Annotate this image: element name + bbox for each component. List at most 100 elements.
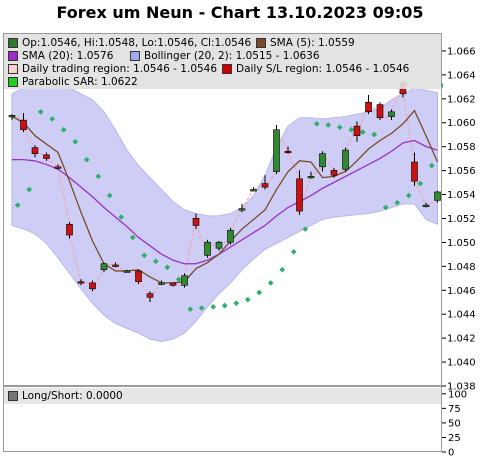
sar-point xyxy=(394,199,401,206)
trading-region-link xyxy=(92,269,105,290)
candle-body xyxy=(330,170,338,176)
sma5-line xyxy=(11,109,439,284)
candle-body xyxy=(112,264,119,267)
candle-body xyxy=(31,147,39,154)
candle-body xyxy=(66,223,73,236)
legend-parabolic-sar: Parabolic SAR: 1.0622 xyxy=(8,76,138,88)
y-tick-label: 1.048 xyxy=(447,262,476,273)
sar-point xyxy=(417,180,424,187)
candle-body xyxy=(77,281,85,284)
candle-body xyxy=(296,178,303,212)
legend-swatch xyxy=(256,38,266,48)
trading-region-link xyxy=(425,199,438,206)
candle-body xyxy=(261,183,269,188)
y-tick-label: 1.056 xyxy=(447,166,476,177)
price-chart xyxy=(3,33,443,386)
candle-body xyxy=(422,204,430,207)
candle-body xyxy=(204,241,211,256)
candle-body xyxy=(284,150,292,154)
sar-point xyxy=(83,156,90,163)
sar-point xyxy=(382,204,389,211)
sar-point xyxy=(152,258,159,265)
sar-point xyxy=(313,120,320,127)
trading-region-link xyxy=(115,265,128,272)
candle-body xyxy=(342,149,349,170)
legend-sma20: SMA (20): 1.0576 xyxy=(8,50,113,62)
candle-body xyxy=(89,282,96,290)
trading-region-link xyxy=(264,171,277,188)
candle-body xyxy=(158,282,165,285)
sma20-line xyxy=(12,139,438,265)
legend-swatch xyxy=(8,51,18,61)
trading-region-link xyxy=(414,180,427,206)
trading-region-link xyxy=(138,281,151,295)
sar-point xyxy=(187,306,194,313)
candle-body xyxy=(43,154,50,159)
sar-point xyxy=(348,126,355,133)
ls-tick-label: 75 xyxy=(448,404,461,415)
sar-point xyxy=(60,126,67,133)
legend-label: SMA (5): 1.0559 xyxy=(270,37,355,49)
candle-body xyxy=(227,229,234,243)
trading-region-link xyxy=(241,189,254,209)
sar-point xyxy=(210,303,217,310)
sar-point xyxy=(198,305,205,311)
ls-tick-label: 25 xyxy=(448,433,461,444)
candle-body xyxy=(215,241,223,249)
trading-region-link xyxy=(57,167,70,225)
trading-region-link xyxy=(322,153,335,171)
y-tick-label: 1.064 xyxy=(447,70,476,81)
sar-point xyxy=(290,248,297,255)
sar-point xyxy=(26,186,33,193)
legend-label: Long/Short: 0.0000 xyxy=(22,390,123,402)
sar-point xyxy=(72,138,79,145)
candle-body xyxy=(100,263,108,271)
price-chart-svg xyxy=(8,80,443,343)
candle-body xyxy=(307,176,315,179)
trading-region-link xyxy=(310,166,323,177)
sar-point xyxy=(221,302,228,309)
sar-point xyxy=(325,122,332,128)
legend-label: Daily S/L region: 1.0546 - 1.0546 xyxy=(236,63,410,75)
sar-point xyxy=(256,289,263,296)
legend-swatch xyxy=(8,38,18,48)
legend-label: SMA (20): 1.0576 xyxy=(22,50,114,62)
candle-body xyxy=(135,270,142,282)
candle-body xyxy=(169,282,177,286)
long-short-legend: Long/Short: 0.0000 xyxy=(4,388,441,404)
trading-region-link xyxy=(46,158,59,168)
trading-region-link xyxy=(69,234,82,282)
y-tick-label: 1.044 xyxy=(447,310,476,321)
price-axis: 1.066 1.064 1.062 1.060 1.058 1.056 1.054 1.052… xyxy=(442,46,476,393)
candle-body xyxy=(192,217,200,226)
legend-swatch xyxy=(130,51,140,61)
y-tick-label: 1.058 xyxy=(447,142,476,153)
sar-point xyxy=(405,192,412,199)
candle-body xyxy=(376,104,384,119)
trading-region-link xyxy=(23,129,36,148)
candle-body xyxy=(319,153,326,168)
legend-swatch xyxy=(8,64,18,74)
candle-body xyxy=(146,293,154,298)
legend-swatch xyxy=(8,77,18,87)
candle-body xyxy=(434,191,441,201)
candle-body xyxy=(54,166,62,169)
y-tick-label: 1.040 xyxy=(447,358,476,369)
ls-tick-label: 50 xyxy=(448,418,461,429)
legend-trading-region: Daily trading region: 1.0546 - 1.0546 xyxy=(8,63,217,75)
y-tick-label: 1.046 xyxy=(447,286,476,297)
candle-body xyxy=(365,101,372,113)
candle-body xyxy=(238,208,246,211)
y-tick-label: 1.050 xyxy=(447,238,476,249)
sar-point xyxy=(233,300,240,307)
ls-tick-label: 100 xyxy=(448,389,467,400)
sar-point xyxy=(267,280,274,286)
sar-point xyxy=(371,131,378,138)
y-tick-label: 1.038 xyxy=(447,382,476,393)
bollinger-band xyxy=(11,82,438,343)
sar-point xyxy=(106,192,113,199)
candle-body xyxy=(8,115,16,118)
trading-region-link xyxy=(402,93,415,163)
candle-body xyxy=(250,189,257,192)
sar-point xyxy=(118,214,125,220)
